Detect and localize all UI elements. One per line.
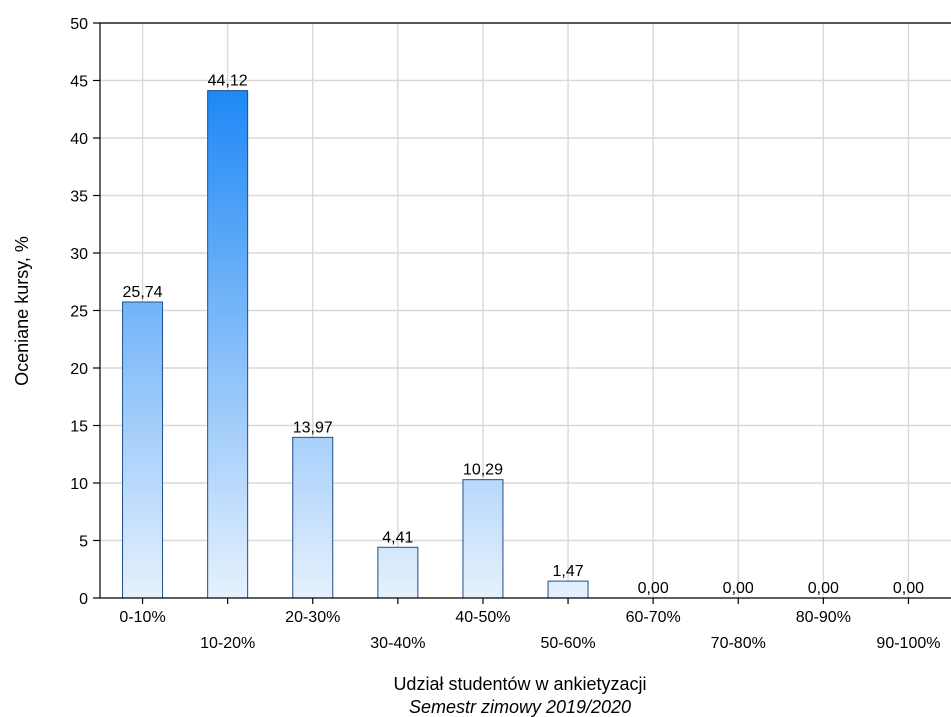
x-tick-label: 30-40%	[370, 635, 425, 652]
labels: 0 5 10 15 20 25 30 35 40 45 50 25,74 0-10% 44,12 10-20…	[70, 16, 940, 652]
x-tick-label: 80-90%	[796, 609, 851, 626]
x-tick-label: 10-20%	[200, 635, 255, 652]
bars	[122, 90, 589, 599]
bar-value-label: 13,97	[293, 419, 333, 436]
bar-value-label: 44,12	[208, 73, 248, 90]
bar	[547, 580, 589, 599]
y-tick-label: 5	[79, 534, 88, 551]
y-axis-title: Oceniane kursy, %	[12, 236, 32, 386]
y-tick-label: 20	[70, 361, 88, 378]
bar	[462, 479, 504, 599]
bar-value-label: 10,29	[463, 462, 503, 479]
bar	[207, 90, 249, 599]
y-tick-label: 25	[70, 304, 88, 321]
y-tick-label: 15	[70, 419, 88, 436]
bar-value-label: 4,41	[382, 529, 413, 546]
bar-value-label: 1,47	[552, 563, 583, 580]
bar-value-label: 0,00	[808, 580, 839, 597]
bar	[292, 436, 334, 599]
bar	[122, 301, 164, 599]
x-tick-label: 20-30%	[285, 609, 340, 626]
x-tick-label: 70-80%	[711, 635, 766, 652]
x-axis-subtitle: Semestr zimowy 2019/2020	[409, 697, 631, 717]
bar-value-label: 25,74	[123, 284, 163, 301]
y-tick-label: 50	[70, 16, 88, 33]
y-tick-label: 10	[70, 476, 88, 493]
bar	[377, 546, 419, 599]
y-tick-label: 40	[70, 131, 88, 148]
bar-value-label: 0,00	[893, 580, 924, 597]
y-tick-label: 0	[79, 591, 88, 608]
y-tick-label: 45	[70, 74, 88, 91]
x-tick-label: 0-10%	[119, 609, 165, 626]
x-tick-label: 40-50%	[455, 609, 510, 626]
bar-value-label: 0,00	[723, 580, 754, 597]
axes	[93, 22, 951, 604]
bar-value-label: 0,00	[638, 580, 669, 597]
x-tick-label: 60-70%	[626, 609, 681, 626]
x-tick-label: 90-100%	[876, 635, 940, 652]
x-axis-title: Udział studentów w ankietyzacji	[393, 674, 646, 694]
x-tick-label: 50-60%	[540, 635, 595, 652]
y-tick-label: 35	[70, 189, 88, 206]
y-tick-label: 30	[70, 246, 88, 263]
